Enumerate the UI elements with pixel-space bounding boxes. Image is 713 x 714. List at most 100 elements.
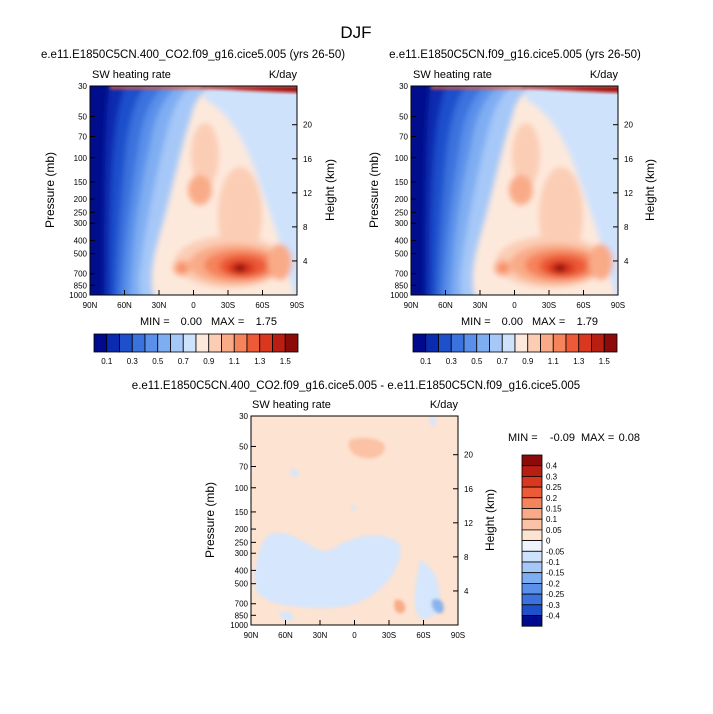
panel-c-x-ticks: 90N 60N 30N 0 30S 60S 90S: [244, 620, 465, 640]
colorbar-box: [514, 333, 529, 353]
height-tick-label: 20: [303, 121, 312, 130]
colorbar-label: 1.1: [229, 357, 241, 366]
panel-c-max-label: MAX =: [581, 432, 614, 444]
panel-b: e.e11.E1850C5CN.f09_g16.cice5.005 (yrs 2…: [367, 49, 657, 366]
panel-b-left-label: SW heating rate: [413, 69, 492, 81]
colorbar-label: 1.5: [599, 357, 611, 366]
y-tick-label: 30: [239, 412, 248, 421]
y-tick-label: 500: [235, 580, 249, 589]
colorbar-label: -0.4: [546, 612, 560, 621]
height-tick-label: 8: [464, 553, 469, 562]
colorbar-box: [195, 333, 210, 353]
y-tick-label: 150: [235, 508, 249, 517]
y-tick-label: 500: [74, 250, 88, 259]
colorbar-box: [501, 333, 516, 353]
panel-c: e.e11.E1850C5CN.400_CO2.f09_g16.cice5.00…: [132, 380, 640, 640]
colorbar-box: [521, 454, 543, 467]
colorbar-label: 0.1: [546, 515, 558, 524]
colorbar-box: [527, 333, 541, 353]
colorbar-label: 0.7: [178, 357, 190, 366]
colorbar-box: [603, 333, 618, 353]
y-tick-label: 300: [74, 219, 88, 228]
colorbar-box: [157, 333, 171, 353]
panel-c-title: e.e11.E1850C5CN.400_CO2.f09_g16.cice5.00…: [132, 380, 580, 392]
y-tick-label: 400: [74, 236, 88, 245]
colorbar-box: [119, 333, 133, 353]
panel-c-left-label: SW heating rate: [252, 399, 331, 411]
y-tick-label: 70: [78, 133, 87, 142]
panel-b-min-label: MIN =: [461, 316, 491, 328]
y-tick-label: 100: [395, 154, 409, 163]
height-tick-label: 4: [303, 257, 308, 266]
colorbar-box: [425, 333, 439, 353]
colorbar-box: [93, 333, 108, 353]
x-tick-label: 30N: [152, 301, 167, 310]
panel-b-right-label: K/day: [590, 69, 619, 81]
x-tick-label: 90S: [611, 301, 625, 310]
colorbar-box: [272, 333, 286, 353]
colorbar-box: [552, 333, 567, 353]
colorbar-box: [521, 572, 543, 584]
panel-c-colorbar: 0.40.30.250.20.150.10.050-0.05-0.1-0.15-…: [521, 454, 565, 627]
y-tick-label: 100: [74, 154, 88, 163]
colorbar-box: [565, 333, 580, 353]
colorbar-label: 1.1: [548, 357, 560, 366]
colorbar-label: 1.5: [280, 357, 292, 366]
panel-c-ylabel2: Height (km): [483, 489, 497, 551]
y-tick-label: 1000: [390, 291, 408, 300]
height-tick-label: 20: [464, 451, 473, 460]
x-tick-label: 90N: [83, 301, 98, 310]
y-tick-label: 70: [399, 133, 408, 142]
colorbar-box: [521, 518, 543, 531]
x-tick-label: 0: [512, 301, 517, 310]
panel-a-colorbar: 0.1 0.3 0.5 0.7 0.9 1.1 1.3 1.5: [93, 333, 299, 366]
y-tick-label: 150: [395, 178, 409, 187]
panel-a-min-value: 0.00: [181, 316, 202, 328]
figure-title: DJF: [340, 23, 371, 42]
colorbar-box: [259, 333, 273, 353]
panel-c-max-value: 0.08: [619, 432, 640, 444]
y-tick-label: 850: [235, 611, 249, 620]
colorbar-box: [521, 540, 543, 552]
colorbar-box: [144, 333, 159, 353]
colorbar-box: [450, 333, 465, 353]
panel-b-height-ticks: 20 16 12 8 4: [613, 121, 633, 266]
colorbar-box: [233, 333, 248, 353]
colorbar-label: 0.2: [546, 494, 558, 503]
panel-c-right-label: K/day: [430, 399, 459, 411]
y-tick-label: 30: [78, 82, 87, 91]
panel-a-height-ticks: 20 16 12 8 4: [292, 121, 312, 266]
colorbar-box: [540, 333, 554, 353]
colorbar-label: 0.1: [101, 357, 113, 366]
colorbar-label: -0.25: [546, 590, 565, 599]
colorbar-label: 0.25: [546, 483, 562, 492]
colorbar-box: [438, 333, 452, 353]
y-tick-label: 100: [235, 484, 249, 493]
colorbar-box: [521, 593, 543, 606]
x-tick-label: 60N: [117, 301, 132, 310]
x-tick-label: 30S: [542, 301, 556, 310]
panel-c-ylabel: Pressure (mb): [203, 482, 217, 558]
height-tick-label: 4: [624, 257, 629, 266]
colorbar-box: [221, 333, 235, 353]
colorbar-box: [521, 475, 543, 488]
x-tick-label: 90N: [244, 631, 259, 640]
y-tick-label: 50: [78, 112, 87, 121]
colorbar-box: [170, 333, 184, 353]
panel-a-right-label: K/day: [269, 69, 298, 81]
panel-b-min-value: 0.00: [502, 316, 523, 328]
y-tick-label: 250: [235, 538, 249, 547]
panel-b-max-label: MAX =: [532, 316, 565, 328]
panel-a-ylabel2: Height (km): [323, 159, 337, 221]
colorbar-label: -0.15: [546, 569, 565, 578]
colorbar-box: [131, 333, 146, 353]
y-tick-label: 200: [74, 195, 88, 204]
colorbar-box: [521, 550, 543, 563]
colorbar-box: [521, 529, 543, 542]
panel-a-min-label: MIN =: [140, 316, 170, 328]
colorbar-label: 0.5: [471, 357, 483, 366]
colorbar-label: 0: [546, 537, 551, 546]
y-tick-label: 70: [239, 463, 248, 472]
